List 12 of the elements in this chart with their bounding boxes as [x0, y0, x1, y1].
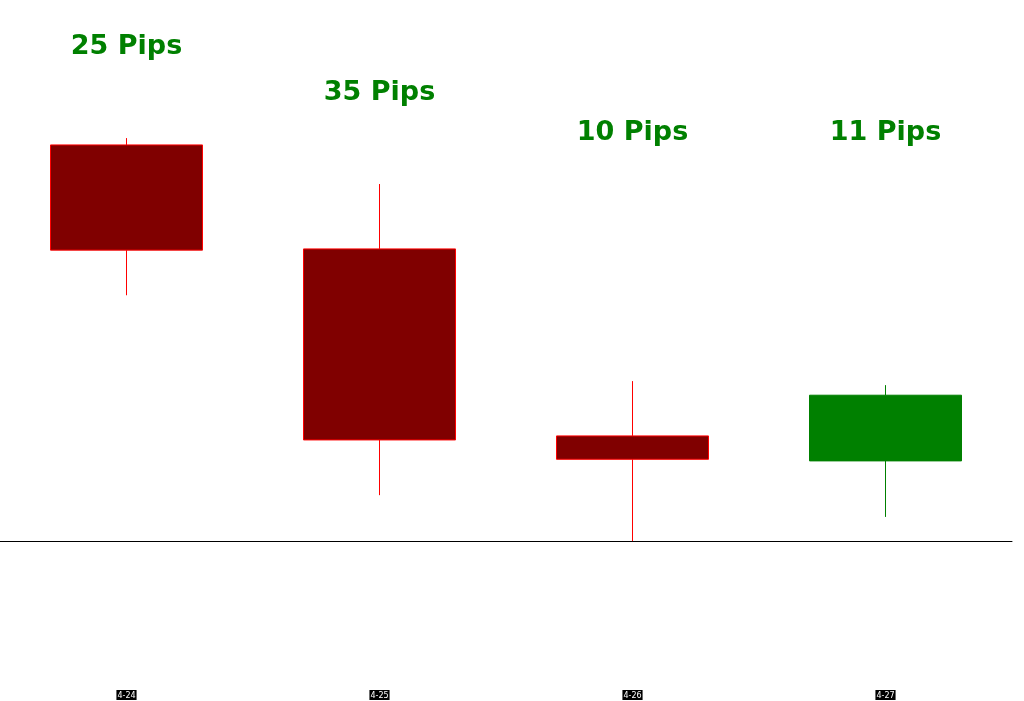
- x-tick-label: 4-26: [623, 690, 642, 700]
- x-tick-label: 4-27: [876, 690, 895, 700]
- annotation: 10 Pips: [576, 114, 689, 146]
- annotation: 11 Pips: [829, 114, 942, 146]
- candlestick: [303, 183, 456, 496]
- text: 25 Pips: [70, 28, 183, 60]
- candlestick: [50, 137, 203, 296]
- candlestick: [809, 384, 962, 518]
- text: 35 Pips: [323, 74, 436, 106]
- candlestick: [556, 380, 709, 542]
- x-tick-label: 4-25: [370, 690, 389, 700]
- x-tick-label: 4-24: [117, 690, 136, 700]
